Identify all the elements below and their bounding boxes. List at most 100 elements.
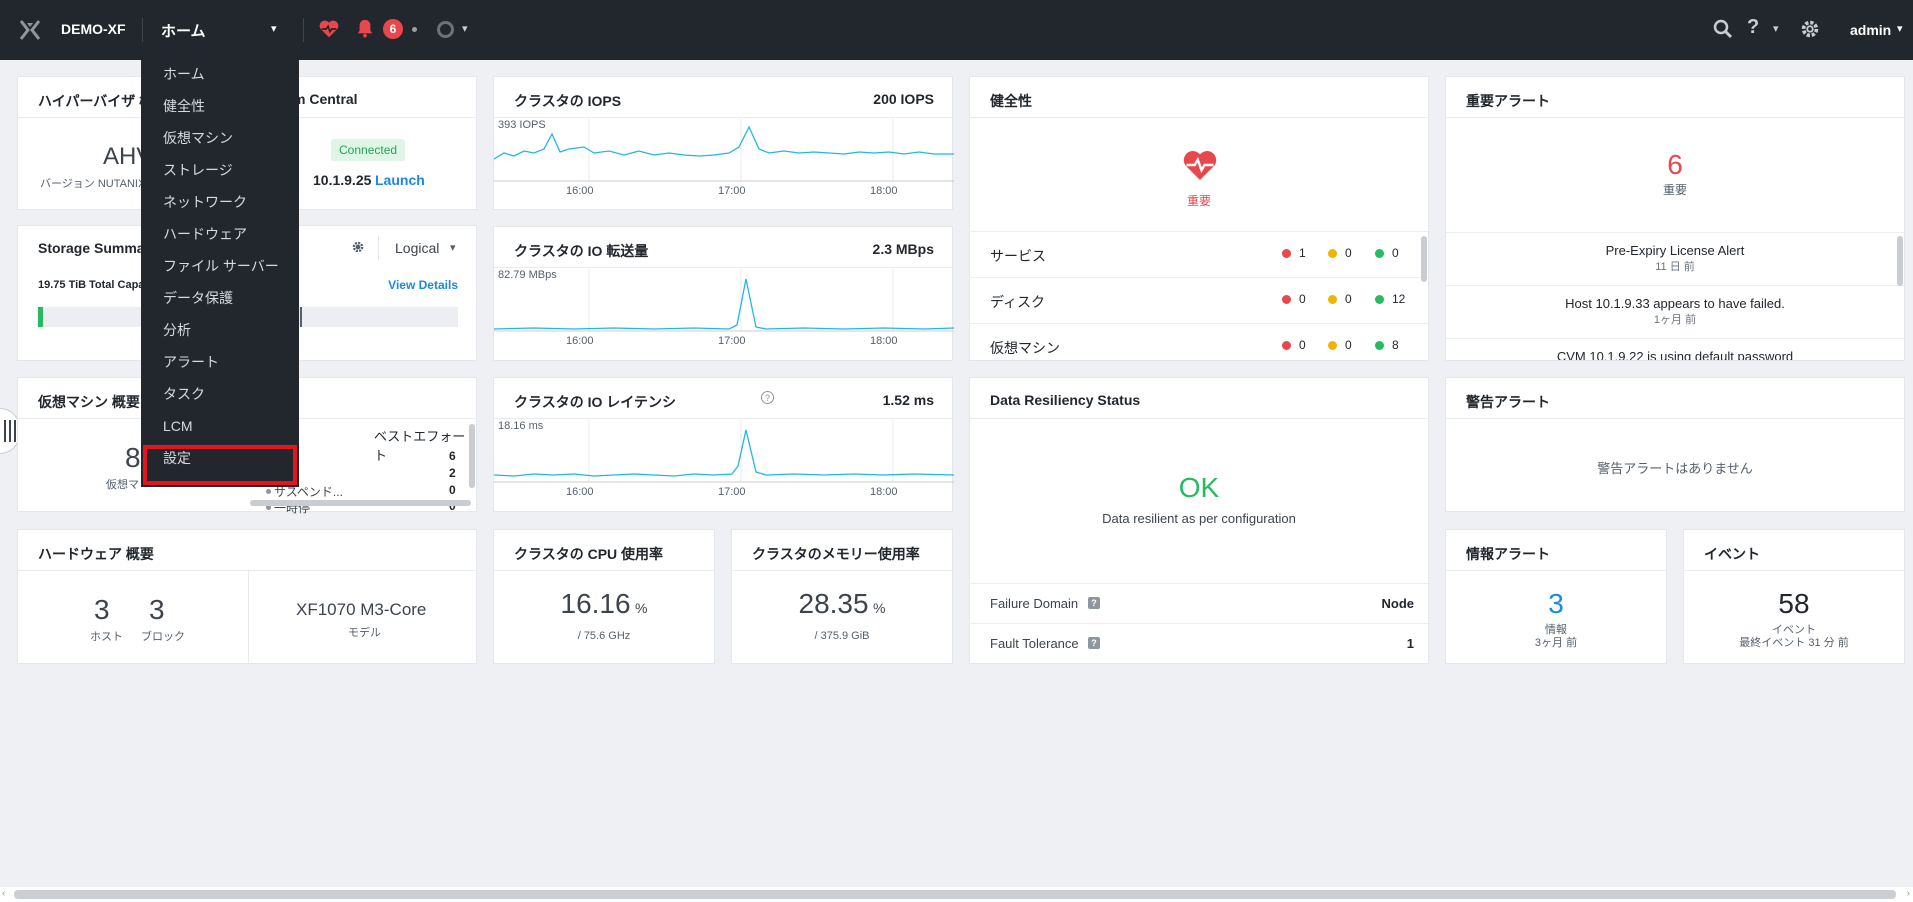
user-menu[interactable]: admin xyxy=(1850,22,1892,38)
hypervisor-version-label: バージョン NUTANIX xyxy=(40,178,146,190)
divider xyxy=(142,18,143,42)
warning-alerts-widget: 警告アラート 警告アラートはありません xyxy=(1445,377,1905,512)
vm-value: 2 xyxy=(449,466,456,480)
storage-mode-select[interactable]: Logical xyxy=(395,240,440,256)
last-event-time: 最終イベント 31 分 前 xyxy=(1739,637,1849,649)
menu-item-lcm[interactable]: LCM xyxy=(163,418,193,434)
vertical-scrollbar[interactable] xyxy=(1421,236,1427,282)
divider xyxy=(494,267,952,268)
alert-count-badge[interactable]: 6 xyxy=(383,19,403,39)
launch-link[interactable]: Launch xyxy=(375,172,425,188)
widget-title: Data Resiliency Status xyxy=(990,392,1141,408)
good-count: 0 xyxy=(1375,246,1399,260)
cpu-usage-value-row: 16.16 % xyxy=(494,588,714,620)
chevron-down-icon[interactable]: ▾ xyxy=(462,23,468,35)
hardware-summary-widget: ハードウェア 概要 3 ホスト 3 ブロック XF1070 M3-Core モデ… xyxy=(17,529,477,665)
widget-title: 健全性 xyxy=(990,93,1032,109)
scroll-left-arrow-icon[interactable]: ‹ xyxy=(2,888,6,899)
help-icon[interactable]: ? xyxy=(1088,637,1100,649)
help-icon[interactable]: ? xyxy=(1747,16,1760,38)
warning-count: 0 xyxy=(1328,338,1352,352)
host-count: 3 xyxy=(94,594,110,625)
menu-item-home[interactable]: ホーム xyxy=(163,66,205,82)
host-label: ホスト xyxy=(90,631,123,643)
alert-list-item[interactable]: Pre-Expiry License Alert 11 日 前 xyxy=(1446,243,1904,274)
help-icon[interactable]: ? xyxy=(1088,597,1100,609)
divider xyxy=(1446,418,1904,419)
critical-alert-count[interactable]: 6 xyxy=(1667,149,1683,180)
horizontal-scrollbar[interactable] xyxy=(250,500,471,506)
widget-title: 情報アラート xyxy=(1466,546,1550,562)
cluster-cpu-usage-widget: クラスタの CPU 使用率 16.16 % / 75.6 GHz xyxy=(493,529,715,664)
health-row-vms[interactable]: 仮想マシン 0 0 8 xyxy=(970,323,1428,360)
search-icon[interactable] xyxy=(1713,19,1733,39)
widget-title: クラスタの IO 転送量 xyxy=(514,243,649,259)
cluster-memory-usage-widget: クラスタのメモリー使用率 28.35 % / 375.9 GiB xyxy=(731,529,953,664)
main-menu-select[interactable]: ホーム xyxy=(161,23,206,40)
health-status: 重要 xyxy=(1186,194,1211,208)
divider xyxy=(494,570,714,571)
status-dot xyxy=(266,505,271,510)
chevron-down-icon[interactable]: ▾ xyxy=(271,23,277,35)
vm-row-label: サスペンド... xyxy=(274,485,343,499)
menu-item-data-protection[interactable]: データ保護 xyxy=(163,290,233,306)
menu-item-file-server[interactable]: ファイル サーバー xyxy=(163,258,279,274)
scrollbar-thumb[interactable] xyxy=(14,890,1896,899)
menu-item-storage[interactable]: ストレージ xyxy=(163,162,233,178)
horizontal-scrollbar[interactable]: ‹ › xyxy=(0,887,1913,902)
hardware-model: XF1070 M3-Core xyxy=(296,600,427,619)
menu-item-alerts[interactable]: アラート xyxy=(163,354,219,370)
menu-item-tasks[interactable]: タスク xyxy=(163,386,205,402)
nutanix-logo-icon[interactable] xyxy=(18,18,42,42)
tasks-ring-icon[interactable] xyxy=(437,21,454,38)
x-tick-label: 18:00 xyxy=(870,185,898,197)
failure-domain-label: Failure Domain xyxy=(990,596,1079,611)
chevron-down-icon[interactable]: ▾ xyxy=(1773,23,1779,35)
menu-item-network[interactable]: ネットワーク xyxy=(163,194,247,210)
vertical-scrollbar[interactable] xyxy=(1897,236,1903,286)
menu-item-health[interactable]: 健全性 xyxy=(163,98,205,114)
health-row-disks[interactable]: ディスク 0 0 12 xyxy=(970,277,1428,323)
health-row-label: ディスク xyxy=(990,294,1046,310)
cluster-io-bandwidth-widget: クラスタの IO 転送量 2.3 MBps 82.79 MBps 16:00 1… xyxy=(493,226,954,361)
scroll-right-arrow-icon[interactable]: › xyxy=(1906,888,1910,899)
help-icon[interactable]: ? xyxy=(761,391,774,404)
memory-usage-value: 28.35 xyxy=(798,588,869,619)
widget-title: クラスタのメモリー使用率 xyxy=(752,546,920,562)
widget-title: 仮想マシン 概要 xyxy=(38,394,140,410)
selection-highlight xyxy=(143,445,297,485)
divider xyxy=(1446,285,1904,286)
status-dot xyxy=(412,27,417,32)
cluster-name[interactable]: DEMO-XF xyxy=(61,21,126,37)
chart-peak-label: 82.79 MBps xyxy=(498,269,557,281)
alert-list-item[interactable]: Host 10.1.9.33 appears to have failed. 1… xyxy=(1446,296,1904,327)
view-details-link[interactable]: View Details xyxy=(388,278,458,292)
fault-tolerance-label: Fault Tolerance xyxy=(990,636,1079,651)
failure-domain-value: Node xyxy=(1381,596,1415,611)
gear-icon[interactable] xyxy=(351,240,365,254)
x-tick-label: 16:00 xyxy=(566,486,594,498)
divider xyxy=(494,418,952,419)
gear-icon[interactable] xyxy=(1799,18,1821,40)
hardware-model-label: モデル xyxy=(348,627,381,639)
menu-item-hardware[interactable]: ハードウェア xyxy=(163,226,247,242)
alert-list-item[interactable]: CVM 10.1.9.22 is using default password xyxy=(1446,349,1904,360)
event-count[interactable]: 58 xyxy=(1778,588,1810,619)
info-alert-count[interactable]: 3 xyxy=(1548,588,1564,619)
io-bandwidth-line-chart xyxy=(494,269,954,332)
vertical-scrollbar[interactable] xyxy=(469,424,475,488)
chevron-down-icon[interactable]: ▾ xyxy=(1897,23,1903,35)
menu-item-vms[interactable]: 仮想マシン xyxy=(163,130,233,146)
menu-item-settings[interactable]: 設定 xyxy=(163,450,191,466)
health-row-services[interactable]: サービス 1 0 0 xyxy=(970,231,1428,277)
chart-peak-label: 393 IOPS xyxy=(498,119,546,131)
bell-icon[interactable] xyxy=(356,18,374,38)
divider xyxy=(1446,117,1904,118)
health-heart-icon[interactable] xyxy=(318,18,340,40)
widget-title: ハイパーバイザ 概要 xyxy=(38,93,168,109)
chevron-down-icon[interactable]: ▾ xyxy=(450,242,456,254)
menu-item-analysis[interactable]: 分析 xyxy=(163,322,191,338)
no-warning-alerts-text: 警告アラートはありません xyxy=(1597,461,1753,476)
warning-count: 0 xyxy=(1328,246,1352,260)
event-label: イベント xyxy=(1772,624,1816,636)
